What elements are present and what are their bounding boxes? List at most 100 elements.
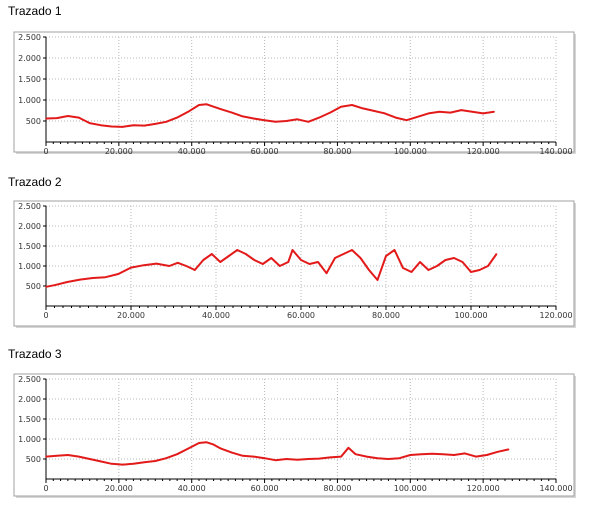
- data-point: [241, 455, 244, 457]
- data-point: [368, 269, 370, 271]
- data-point: [185, 265, 188, 267]
- data-point: [351, 104, 353, 106]
- data-point: [205, 441, 208, 443]
- data-point: [56, 117, 58, 119]
- data-point: [496, 451, 499, 453]
- data-point: [177, 262, 179, 264]
- x-tick-label: 20.000: [105, 147, 133, 156]
- y-tick-label: 2.500: [18, 33, 41, 42]
- data-point: [79, 278, 81, 281]
- data-point: [453, 257, 455, 259]
- data-point: [362, 107, 364, 110]
- data-point: [471, 111, 474, 113]
- data-point: [486, 454, 488, 456]
- data-point: [56, 455, 58, 457]
- y-tick-label: 2.000: [18, 222, 41, 231]
- data-point: [45, 117, 47, 120]
- data-point: [318, 457, 321, 460]
- data-point: [88, 458, 91, 460]
- data-point: [212, 105, 215, 108]
- data-point: [394, 116, 397, 119]
- x-tick-label: 120.000: [467, 484, 500, 493]
- data-point: [252, 455, 255, 458]
- chart-svg: 0 20.000 40.000 60.000 80.000 100.000 120.000 5…: [13, 200, 576, 328]
- y-tick-label: 500: [26, 117, 41, 126]
- y-tick-label: 2.500: [18, 202, 41, 211]
- x-tick-label: 20.000: [117, 311, 145, 320]
- data-point: [187, 111, 189, 113]
- y-tick-label: 2.000: [18, 395, 41, 404]
- data-point: [236, 249, 239, 251]
- data-point: [99, 460, 102, 463]
- data-point: [416, 116, 419, 118]
- data-point: [176, 116, 178, 119]
- data-point: [420, 453, 423, 455]
- x-tick-label: 0: [43, 484, 48, 493]
- data-point: [427, 269, 430, 271]
- x-tick-label: 120.000: [539, 311, 572, 320]
- data-point: [78, 455, 80, 458]
- x-tick-label: 60.000: [287, 311, 315, 320]
- data-point: [436, 265, 438, 267]
- data-point: [104, 276, 107, 278]
- chart-block-1: Trazado 1 0 20.000 40.000 60.000 80.000 100.0…: [0, 0, 596, 170]
- data-point: [405, 119, 408, 121]
- data-point: [168, 265, 171, 267]
- data-point: [263, 457, 266, 459]
- x-tick-label: 40.000: [178, 484, 206, 493]
- data-point: [165, 457, 167, 459]
- chart-block-3: Trazado 3 0 20.000 40.000 60.000 80.000 100.0…: [0, 340, 596, 507]
- data-point: [285, 120, 288, 122]
- data-point: [387, 458, 390, 460]
- data-point: [176, 453, 178, 455]
- data-point: [198, 104, 200, 106]
- x-tick-label: 0: [43, 311, 48, 320]
- data-point: [132, 124, 135, 126]
- x-tick-label: 80.000: [323, 147, 351, 156]
- x-tick-label: 140.000: [539, 484, 572, 493]
- data-point: [187, 447, 189, 450]
- data-point: [53, 284, 56, 286]
- data-point: [274, 459, 277, 461]
- y-tick-label: 500: [26, 455, 41, 464]
- data-point: [444, 259, 447, 261]
- data-point: [354, 453, 357, 455]
- data-point: [410, 271, 413, 273]
- data-point: [121, 463, 124, 466]
- data-point: [334, 257, 336, 259]
- data-point: [165, 121, 167, 123]
- data-point: [228, 255, 230, 257]
- data-point: [67, 454, 69, 456]
- data-point: [45, 455, 47, 458]
- data-point: [296, 118, 299, 121]
- x-tick-label: 80.000: [372, 311, 400, 320]
- data-point: [495, 253, 498, 255]
- data-point: [253, 259, 256, 261]
- data-point: [220, 108, 222, 110]
- data-point: [442, 453, 444, 455]
- y-tick-label: 500: [26, 282, 41, 291]
- data-point: [493, 111, 495, 113]
- chart-title: Trazado 1: [8, 4, 62, 18]
- x-tick-label: 0: [43, 147, 48, 156]
- x-tick-label: 80.000: [323, 484, 351, 493]
- data-point: [307, 458, 310, 460]
- data-point: [220, 447, 222, 450]
- data-point: [78, 116, 80, 119]
- chart-svg: 0 20.000 40.000 60.000 80.000 100.000 120.000 1…: [13, 31, 576, 156]
- data-point: [482, 112, 484, 115]
- data-point: [211, 253, 213, 255]
- data-point: [340, 105, 342, 108]
- data-point: [99, 124, 102, 126]
- data-point: [393, 249, 396, 251]
- data-point: [231, 111, 233, 114]
- x-tick-label: 100.000: [454, 311, 487, 320]
- data-point: [460, 109, 463, 111]
- chart-frame: [13, 31, 575, 153]
- chart-frame: [13, 373, 575, 497]
- x-tick-label: 60.000: [251, 484, 279, 493]
- data-point: [130, 266, 132, 269]
- data-point: [438, 111, 441, 113]
- data-point: [317, 261, 319, 263]
- series-line: [45, 249, 498, 288]
